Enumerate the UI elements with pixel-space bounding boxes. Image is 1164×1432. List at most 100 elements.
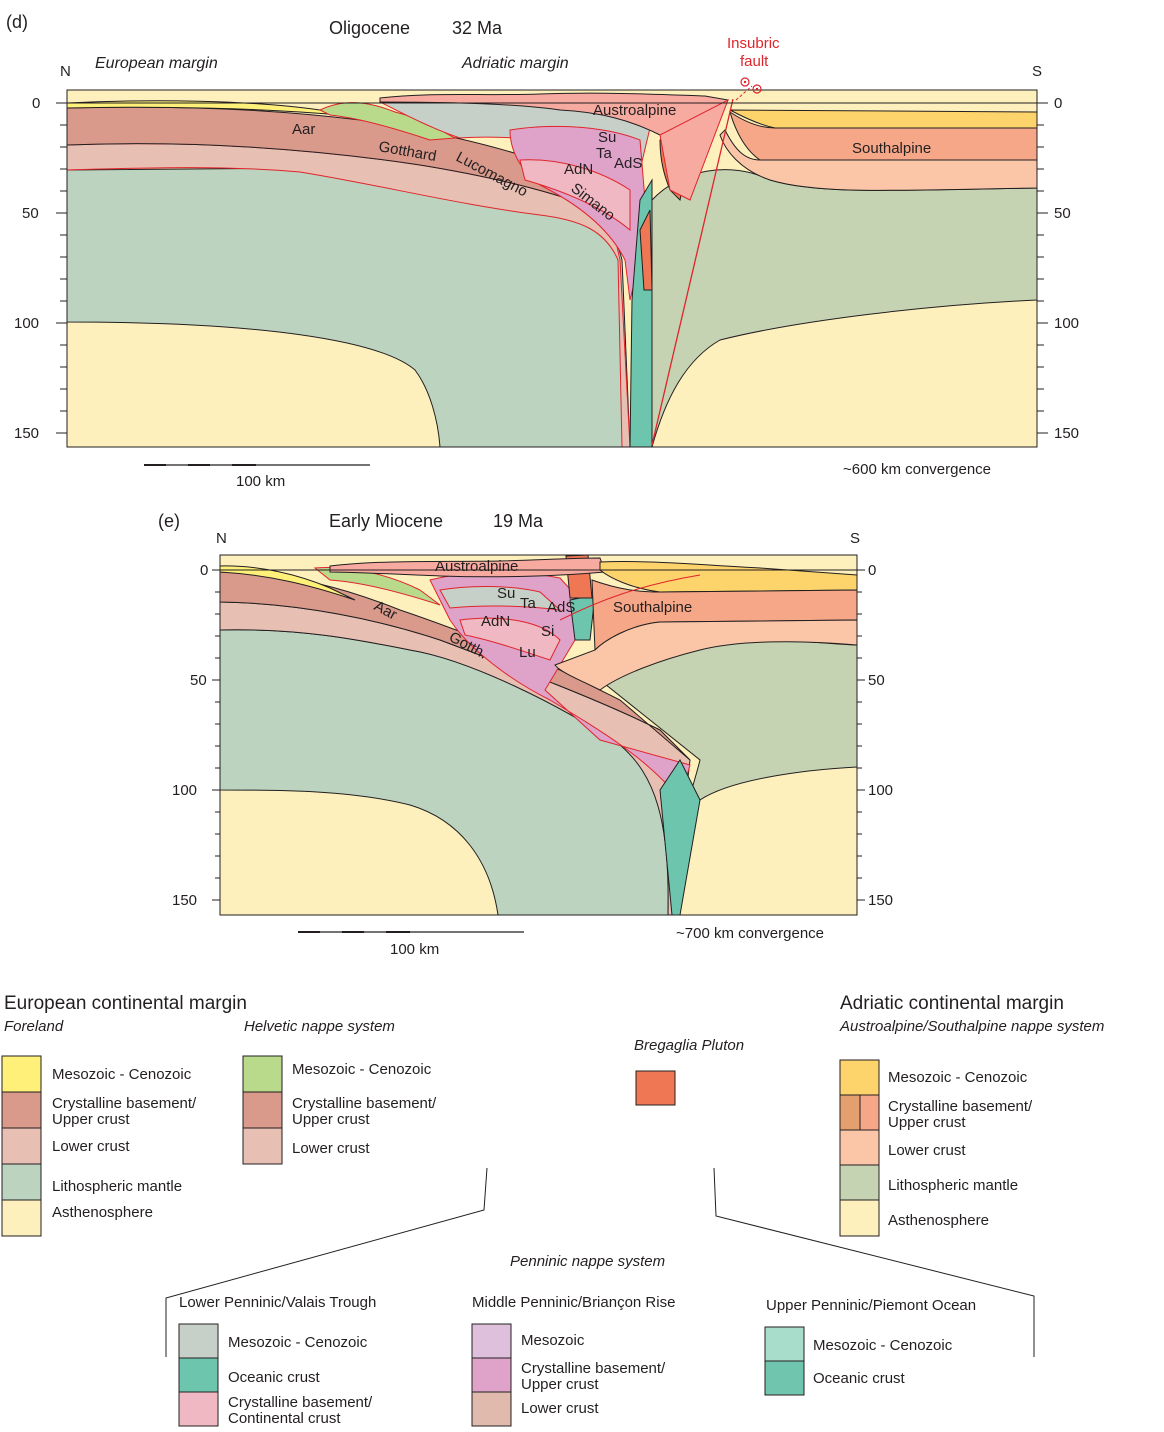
legend-up-ocean: Oceanic crust bbox=[813, 1370, 906, 1387]
panel-e-epoch: Early Miocene bbox=[329, 511, 443, 531]
ad-lower-crust-e bbox=[554, 619, 857, 691]
tick-d-right-150: 150 bbox=[1054, 425, 1079, 442]
swatch-helv-upper bbox=[242, 1091, 283, 1129]
ad-mantle-d bbox=[651, 169, 1037, 447]
legend-foreland-title: Foreland bbox=[4, 1018, 64, 1035]
fault-symbol-2-dot-icon bbox=[755, 87, 759, 91]
legend-eu-lower: Lower crust bbox=[52, 1138, 130, 1155]
eu-upper-crust-e bbox=[220, 571, 691, 761]
label-ads-d: AdS bbox=[614, 155, 642, 172]
panel-d: (d) Oligocene 32 Ma N S European margin … bbox=[6, 12, 1079, 490]
swatch-lp-meso bbox=[178, 1323, 219, 1359]
ad-meso-d bbox=[729, 109, 1037, 129]
legend-helv-lower: Lower crust bbox=[292, 1140, 370, 1157]
legend-mp-lower: Lower crust bbox=[521, 1400, 599, 1417]
panel-d-european-margin: European margin bbox=[95, 55, 218, 72]
legend-ad-mantle: Lithospheric mantle bbox=[888, 1177, 1018, 1194]
tick-e-left-100: 100 bbox=[172, 782, 197, 799]
insubric-fault-line-d bbox=[651, 98, 734, 446]
swatch-eu-mantle bbox=[1, 1163, 42, 1201]
panel-e-north: N bbox=[216, 530, 227, 547]
swatch-ad-mantle bbox=[839, 1164, 880, 1201]
legend-eu-upper-1: Crystalline basement/ bbox=[52, 1095, 197, 1112]
legend-ad-upper-1: Crystalline basement/ bbox=[888, 1098, 1033, 1115]
swatch-bregaglia bbox=[635, 1070, 676, 1106]
insubric-label-1: Insubric bbox=[727, 35, 780, 52]
legend-foreland bbox=[1, 1055, 42, 1237]
legend-mp-meso: Mesozoic bbox=[521, 1332, 585, 1349]
tick-e-right-100: 100 bbox=[868, 782, 893, 799]
swatch-up-meso bbox=[764, 1326, 805, 1362]
label-si-e: Si bbox=[541, 623, 554, 640]
lp-cont-crust-d bbox=[519, 159, 631, 232]
legend-helv-upper-2: Upper crust bbox=[292, 1111, 370, 1128]
penninic-bracket-left bbox=[165, 1167, 488, 1357]
fault-symbol-1-dot-icon bbox=[743, 80, 747, 84]
tick-e-right-50: 50 bbox=[868, 672, 885, 689]
label-aar-d: Aar bbox=[292, 121, 315, 138]
tick-e-left-150: 150 bbox=[172, 892, 197, 909]
legend: European continental margin Foreland Hel… bbox=[1, 993, 1104, 1427]
legend-ad-astheno: Asthenosphere bbox=[888, 1212, 989, 1229]
label-su-d: Su bbox=[598, 129, 616, 146]
legend-ad-upper-2: Upper crust bbox=[888, 1114, 966, 1131]
tick-e-right-0: 0 bbox=[868, 562, 876, 579]
legend-helvetic-title: Helvetic nappe system bbox=[244, 1018, 395, 1035]
legend-eu-meso: Mesozoic - Cenozoic bbox=[52, 1066, 192, 1083]
legend-helvetic bbox=[242, 1055, 283, 1165]
label-lu-e: Lu bbox=[519, 644, 536, 661]
panel-e: (e) Early Miocene 19 Ma N S bbox=[158, 511, 893, 958]
ad-lower-crust-d bbox=[719, 129, 1037, 191]
tick-d-left-100: 100 bbox=[14, 315, 39, 332]
legend-penninic-title: Penninic nappe system bbox=[510, 1253, 665, 1270]
panel-d-letter: (d) bbox=[6, 12, 28, 32]
depth-axis-right-e bbox=[857, 569, 865, 901]
thrust-trace-e bbox=[559, 574, 701, 621]
legend-adriatic-swatches bbox=[839, 1059, 880, 1237]
insubric-label-2: fault bbox=[740, 53, 769, 70]
panel-d-epoch: Oligocene bbox=[329, 18, 410, 38]
tick-d-right-100: 100 bbox=[1054, 315, 1079, 332]
label-southalpine-d: Southalpine bbox=[852, 140, 931, 157]
panel-d-north: N bbox=[60, 63, 71, 80]
tick-e-left-50: 50 bbox=[190, 672, 207, 689]
depth-axis-right-d bbox=[1037, 102, 1048, 434]
legend-lower-penninic-swatches bbox=[178, 1323, 219, 1427]
swatch-ad-upper bbox=[859, 1094, 880, 1131]
label-adn-e: AdN bbox=[481, 613, 510, 630]
legend-ad-meso: Mesozoic - Cenozoic bbox=[888, 1069, 1028, 1086]
swatch-eu-upper bbox=[1, 1091, 42, 1129]
swatch-helv-lower bbox=[242, 1127, 283, 1165]
label-southalpine-e: Southalpine bbox=[613, 599, 692, 616]
label-su-e: Su bbox=[497, 585, 515, 602]
tick-d-left-150: 150 bbox=[14, 425, 39, 442]
legend-lp-cont-1: Crystalline basement/ bbox=[228, 1394, 373, 1411]
tick-e-right-150: 150 bbox=[868, 892, 893, 909]
depth-axis-left-d bbox=[56, 102, 67, 434]
legend-up-meso: Mesozoic - Cenozoic bbox=[813, 1337, 953, 1354]
fault-symbol-1-icon bbox=[740, 77, 750, 87]
cross-section-d bbox=[67, 90, 1037, 447]
cross-section-e bbox=[220, 555, 857, 915]
swatch-mp-lower bbox=[471, 1391, 512, 1427]
swatch-mp-upper bbox=[471, 1357, 512, 1393]
label-ads-e: AdS bbox=[547, 599, 575, 616]
swatch-mp-meso bbox=[471, 1323, 512, 1359]
scale-label-d: 100 km bbox=[236, 473, 285, 490]
tick-d-right-0: 0 bbox=[1054, 95, 1062, 112]
label-ta-e: Ta bbox=[520, 595, 537, 612]
legend-adriatic-subtitle: Austroalpine/Southalpine nappe system bbox=[839, 1018, 1104, 1035]
oceanic-root-e bbox=[659, 759, 701, 915]
legend-upper-penninic-swatches bbox=[764, 1326, 805, 1396]
panel-d-south: S bbox=[1032, 63, 1042, 80]
panel-e-age: 19 Ma bbox=[493, 511, 544, 531]
swatch-eu-lower bbox=[1, 1127, 42, 1165]
scale-label-e: 100 km bbox=[390, 941, 439, 958]
tick-d-left-0: 0 bbox=[32, 95, 40, 112]
label-ta-d: Ta bbox=[596, 145, 613, 162]
swatch-up-ocean bbox=[764, 1360, 805, 1396]
legend-eu-mantle: Lithospheric mantle bbox=[52, 1178, 182, 1195]
panel-d-age: 32 Ma bbox=[452, 18, 503, 38]
legend-bregaglia-title: Bregaglia Pluton bbox=[634, 1037, 744, 1054]
penninic-bracket-right bbox=[713, 1167, 1035, 1357]
